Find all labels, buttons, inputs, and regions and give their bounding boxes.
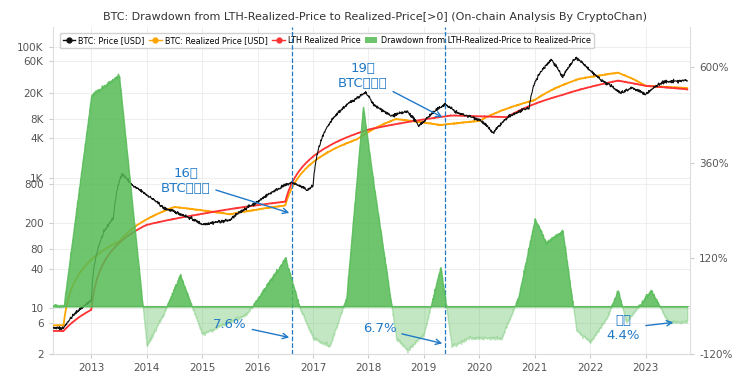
Text: 16年
BTC小牛顶: 16年 BTC小牛顶 [160,166,288,214]
Text: 当前
4.4%: 当前 4.4% [607,314,672,342]
Text: 19年
BTC小牛顶: 19年 BTC小牛顶 [338,62,441,117]
Text: BTC: Drawdown from LTH-Realized-Price to Realized-Price[>0] (On-chain Analysis B: BTC: Drawdown from LTH-Realized-Price to… [103,12,647,22]
Text: 7.6%: 7.6% [213,318,288,338]
Legend: BTC: Price [USD], BTC: Realized Price [USD], LTH Realized Price, Drawdown from L: BTC: Price [USD], BTC: Realized Price [U… [60,33,594,48]
Text: 6.7%: 6.7% [363,322,441,344]
